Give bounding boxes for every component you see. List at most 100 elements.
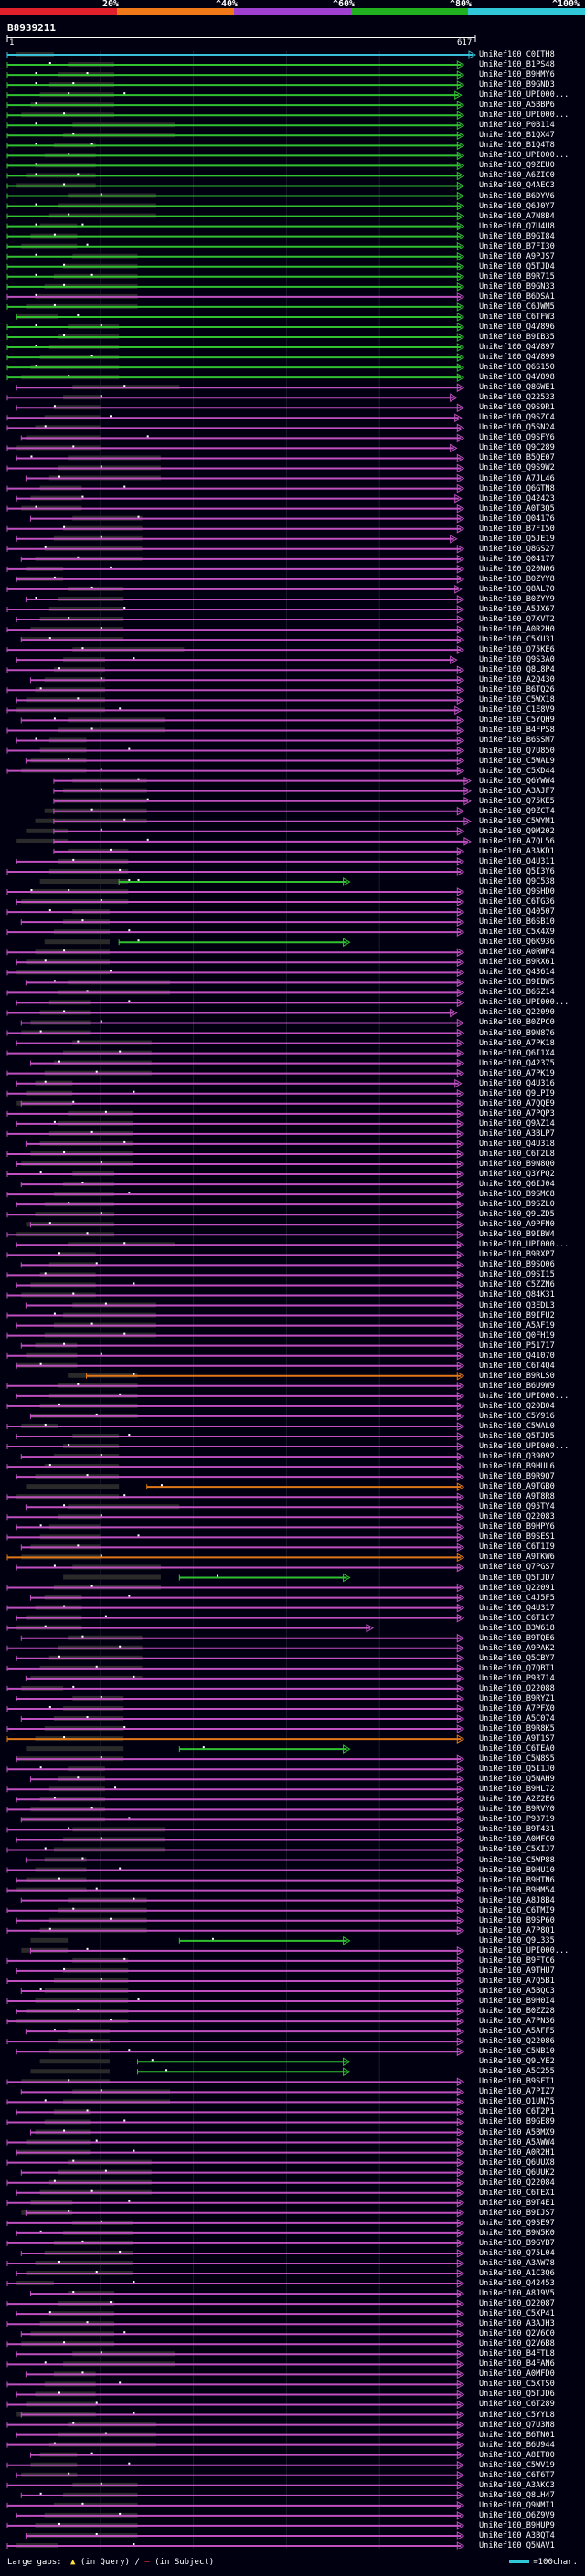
- hit-label[interactable]: UniRef100_A9PAK2: [479, 1643, 555, 1653]
- hit-row[interactable]: [16, 1694, 465, 1703]
- hit-row[interactable]: [6, 1048, 465, 1058]
- hit-row[interactable]: [16, 313, 465, 322]
- hit-label[interactable]: UniRef100_Q9S3A0: [479, 655, 555, 665]
- hit-label[interactable]: UniRef100_Q6J0Y7: [479, 201, 555, 211]
- hit-label[interactable]: UniRef100_Q22533: [479, 393, 555, 403]
- hit-row[interactable]: [20, 1895, 465, 1905]
- hit-row[interactable]: [16, 2410, 465, 2420]
- hit-label[interactable]: UniRef100_Q4U318: [479, 1139, 555, 1149]
- hit-label[interactable]: UniRef100_B9IB35: [479, 333, 555, 343]
- hit-label[interactable]: UniRef100_Q9SI15: [479, 1270, 555, 1280]
- hit-label[interactable]: UniRef100_Q4U316: [479, 1078, 555, 1088]
- hit-label[interactable]: UniRef100_C5Y916: [479, 1411, 555, 1421]
- hit-label[interactable]: UniRef100_B9HUP9: [479, 2520, 555, 2530]
- hit-label[interactable]: UniRef100_Q22090: [479, 1008, 555, 1018]
- hit-row[interactable]: [6, 2218, 465, 2228]
- hit-row[interactable]: [6, 1997, 465, 2006]
- hit-label[interactable]: UniRef100_B6TQ26: [479, 685, 555, 695]
- hit-row[interactable]: [6, 1028, 465, 1038]
- hit-row[interactable]: [21, 2208, 465, 2218]
- hit-row[interactable]: [6, 685, 465, 695]
- hit-label[interactable]: UniRef100_Q6GTN8: [479, 483, 555, 493]
- hit-row[interactable]: [6, 463, 465, 473]
- hit-row[interactable]: [6, 1865, 465, 1875]
- hit-row[interactable]: [6, 1290, 465, 1300]
- hit-row[interactable]: [16, 695, 465, 705]
- hit-label[interactable]: UniRef100_A7JL46: [479, 473, 555, 483]
- hit-label[interactable]: UniRef100_C6T1I9: [479, 1542, 555, 1553]
- hit-label[interactable]: UniRef100_Q41070: [479, 1351, 555, 1361]
- hit-label[interactable]: UniRef100_Q5JE19: [479, 534, 555, 544]
- hit-row[interactable]: [6, 261, 465, 271]
- hit-row[interactable]: [20, 1341, 465, 1351]
- hit-row[interactable]: [16, 2390, 465, 2400]
- hit-label[interactable]: UniRef100_A7QL56: [479, 836, 555, 846]
- hit-label[interactable]: UniRef100_Q9S9R1: [479, 403, 555, 413]
- hit-label[interactable]: UniRef100_B0ZYY9: [479, 594, 555, 604]
- hit-label[interactable]: UniRef100_A5BBP6: [479, 101, 555, 111]
- hit-row[interactable]: [6, 928, 465, 938]
- hit-row[interactable]: [6, 907, 465, 917]
- hit-label[interactable]: UniRef100_Q7QBT1: [479, 1663, 555, 1673]
- hit-row[interactable]: [25, 2531, 465, 2540]
- hit-row[interactable]: [26, 1482, 465, 1492]
- hit-label[interactable]: UniRef100_UPI000...: [479, 111, 569, 121]
- hit-row[interactable]: [39, 877, 351, 886]
- hit-label[interactable]: UniRef100_Q75L04: [479, 2248, 555, 2258]
- hit-row[interactable]: [26, 1220, 465, 1230]
- hit-row[interactable]: [6, 645, 465, 655]
- hit-row[interactable]: [6, 323, 465, 332]
- hit-label[interactable]: UniRef100_Q9C538: [479, 876, 555, 886]
- hit-row[interactable]: [39, 2057, 351, 2067]
- hit-label[interactable]: UniRef100_C5WP88: [479, 1855, 555, 1865]
- hit-label[interactable]: UniRef100_A3AW78: [479, 2258, 555, 2268]
- hit-row[interactable]: [6, 333, 465, 342]
- hit-label[interactable]: UniRef100_Q42453: [479, 2279, 555, 2289]
- hit-row[interactable]: [6, 1603, 465, 1613]
- hit-row[interactable]: [63, 1573, 351, 1583]
- hit-label[interactable]: UniRef100_B9TQE6: [479, 1633, 555, 1643]
- hit-row[interactable]: [6, 1230, 465, 1240]
- hit-label[interactable]: UniRef100_Q5TJD4: [479, 261, 555, 271]
- hit-row[interactable]: [6, 504, 465, 514]
- hit-label[interactable]: UniRef100_Q7U4U8: [479, 221, 555, 231]
- hit-label[interactable]: UniRef100_P0B114: [479, 121, 555, 131]
- hit-row[interactable]: [16, 2107, 465, 2117]
- hit-label[interactable]: UniRef100_Q5NAH9: [479, 1775, 555, 1785]
- hit-label[interactable]: UniRef100_A7Q5B1: [479, 1976, 555, 1986]
- hit-row[interactable]: [6, 1845, 465, 1855]
- hit-row[interactable]: [16, 1472, 465, 1481]
- hit-row[interactable]: [16, 857, 465, 866]
- hit-label[interactable]: UniRef100_B9IBW4: [479, 1230, 555, 1240]
- hit-label[interactable]: UniRef100_B7FI50: [479, 524, 555, 534]
- hit-row[interactable]: [6, 2037, 465, 2047]
- hit-row[interactable]: [16, 1078, 463, 1088]
- hit-row[interactable]: [6, 1785, 465, 1795]
- hit-label[interactable]: UniRef100_A0RWP4: [479, 948, 555, 958]
- hit-row[interactable]: [16, 575, 465, 584]
- hit-label[interactable]: UniRef100_B9N5K0: [479, 2228, 555, 2238]
- hit-label[interactable]: UniRef100_B9R9Q7: [479, 1472, 555, 1482]
- hit-label[interactable]: UniRef100_Q39092: [479, 1452, 555, 1462]
- hit-label[interactable]: UniRef100_A7PN36: [479, 2017, 555, 2027]
- hit-label[interactable]: UniRef100_A3AKC3: [479, 2480, 555, 2490]
- hit-label[interactable]: UniRef100_A7PIZ7: [479, 2087, 555, 2097]
- hit-label[interactable]: UniRef100_B4FAN6: [479, 2359, 555, 2369]
- hit-label[interactable]: UniRef100_A5AF19: [479, 1320, 555, 1330]
- hit-row[interactable]: [6, 766, 465, 776]
- hit-label[interactable]: UniRef100_C6T4Q4: [479, 1361, 555, 1371]
- hit-label[interactable]: UniRef100_Q4V899: [479, 353, 555, 363]
- hit-row[interactable]: [6, 1351, 465, 1361]
- hit-row[interactable]: [6, 2017, 465, 2026]
- hit-row[interactable]: [16, 2309, 465, 2319]
- hit-row[interactable]: [6, 2319, 465, 2329]
- hit-label[interactable]: UniRef100_A5C074: [479, 1714, 555, 1723]
- hit-row[interactable]: [26, 1744, 351, 1754]
- hit-row[interactable]: [68, 1371, 465, 1381]
- hit-label[interactable]: UniRef100_A9T8R8: [479, 1492, 555, 1502]
- hit-row[interactable]: [6, 1765, 465, 1775]
- hit-row[interactable]: [6, 1663, 465, 1673]
- hit-row[interactable]: [16, 655, 458, 665]
- hit-row[interactable]: [6, 1583, 465, 1593]
- hit-label[interactable]: UniRef100_A3AKD1: [479, 846, 555, 856]
